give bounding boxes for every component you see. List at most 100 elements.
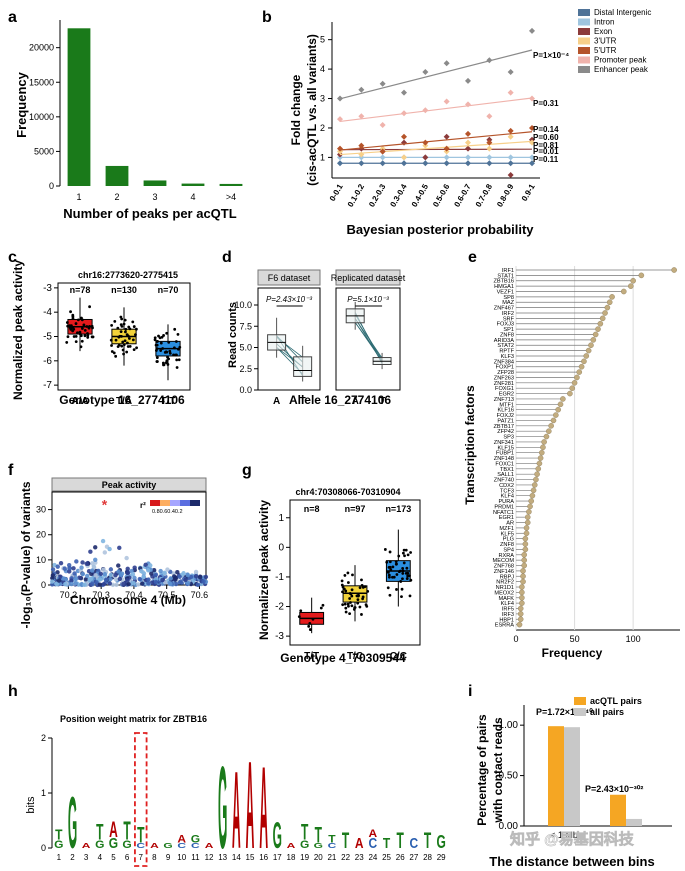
e-tf-label: ZNF713 — [494, 397, 514, 403]
e-tf-label: SP8 — [503, 295, 514, 301]
d-x-tick-label: T — [379, 396, 385, 407]
e-dot — [528, 498, 535, 504]
d-pair-line — [354, 318, 383, 363]
c-point — [128, 327, 132, 331]
h-letter: G — [163, 842, 173, 850]
h-letter: C — [136, 842, 145, 850]
a-bar — [67, 28, 91, 186]
e-tf-label: FOXP1 — [496, 365, 514, 371]
c-point — [74, 340, 78, 344]
f-point — [50, 573, 56, 578]
d-x-tick-label: T — [300, 396, 306, 407]
c-point — [91, 335, 95, 339]
e-dot — [519, 600, 525, 606]
b-point — [358, 86, 365, 93]
b-legend-label: Distal Intergenic — [594, 8, 651, 17]
f-point — [162, 570, 167, 576]
panel-h-letter: h — [8, 683, 18, 700]
e-tf-label: PURA — [498, 499, 514, 505]
g-point — [388, 560, 392, 564]
b-point — [443, 133, 450, 140]
b-y-tick-label: 2 — [320, 123, 325, 133]
f-point — [183, 577, 188, 583]
e-x-tick-label: 0 — [513, 634, 518, 644]
b-p-value: P=0.60 — [533, 133, 559, 142]
g-point — [349, 601, 352, 604]
h-position-label: 22 — [341, 853, 350, 862]
h-letter: A — [109, 817, 118, 842]
e-tf-label: ZNF384 — [494, 359, 514, 365]
f-point — [71, 566, 76, 571]
f-point — [125, 578, 130, 583]
b-point — [465, 139, 471, 146]
e-dot — [536, 460, 543, 467]
h-position-label: 3 — [84, 853, 89, 862]
b-point — [379, 122, 386, 129]
b-point — [529, 95, 535, 102]
g-point — [348, 597, 352, 600]
b-legend-swatch — [578, 18, 590, 26]
b-p-value: P=0.01 — [533, 147, 559, 156]
g-point — [311, 617, 315, 621]
c-point — [116, 326, 120, 330]
e-dot — [537, 455, 544, 461]
panel-f-letter: f — [8, 462, 14, 479]
a-x-tick-label: >4 — [226, 192, 236, 202]
c-point — [132, 325, 136, 328]
g-point — [397, 570, 401, 574]
f-point — [63, 582, 68, 587]
g-point — [388, 550, 392, 554]
panel-c-letter: c — [8, 249, 17, 266]
f-point — [91, 565, 97, 570]
e-tf-label: NFATC1 — [493, 510, 514, 516]
e-tf-label: IRF1 — [502, 268, 514, 274]
f-point — [153, 579, 159, 585]
g-point — [360, 578, 363, 582]
c-point — [112, 351, 116, 355]
panel-i-letter: i — [468, 683, 472, 700]
f-point — [97, 577, 103, 582]
f-point — [136, 582, 141, 587]
panel-a-letter: a — [8, 9, 17, 26]
g-point — [341, 590, 344, 594]
c-point — [123, 339, 127, 343]
i-legend-swatch — [574, 708, 586, 716]
g-point — [402, 561, 406, 565]
b-trend-line — [339, 131, 533, 151]
c-point — [83, 329, 87, 332]
e-tf-label: ZNF740 — [494, 478, 514, 484]
f-point — [125, 566, 130, 572]
e-tf-label: FOXJ3 — [497, 322, 514, 328]
e-dot — [609, 294, 615, 300]
f-x-tick-label: 70.5 — [158, 590, 176, 600]
h-y-tick-label: 1 — [41, 788, 46, 798]
h-letter: A — [369, 828, 378, 839]
b-point — [529, 154, 535, 161]
c-point — [114, 338, 118, 342]
g-point — [357, 594, 360, 598]
c-point — [174, 340, 178, 343]
d-facet-strip — [257, 269, 321, 286]
e-tf-label: STAT1 — [497, 273, 514, 279]
f-point — [93, 573, 98, 578]
h-letter: C — [410, 835, 419, 851]
h-letter: C — [328, 842, 337, 850]
c-point — [78, 330, 82, 334]
e-dot — [592, 331, 599, 338]
b-point — [486, 139, 493, 146]
b-p-value: P=1×10⁻⁴ — [533, 51, 569, 60]
h-letter: C — [177, 842, 186, 850]
c-point — [66, 324, 70, 328]
f-legend-swatch — [180, 500, 190, 506]
c-point — [122, 352, 125, 356]
g-point — [402, 548, 406, 552]
h-letter: G — [314, 842, 324, 850]
b-point — [422, 160, 429, 167]
e-tf-label: KLF4 — [501, 494, 514, 500]
f-point — [80, 571, 86, 577]
f-point — [116, 563, 121, 568]
f-point — [153, 573, 158, 578]
panel-c: -3 -4 -5 -6 -7 A/A n=78 T/A n=130 T/T n=70 — [43, 282, 191, 407]
h-position-label: 14 — [232, 853, 241, 862]
i-p-value: P=1.72×10⁻⁴⁰ — [536, 707, 593, 717]
